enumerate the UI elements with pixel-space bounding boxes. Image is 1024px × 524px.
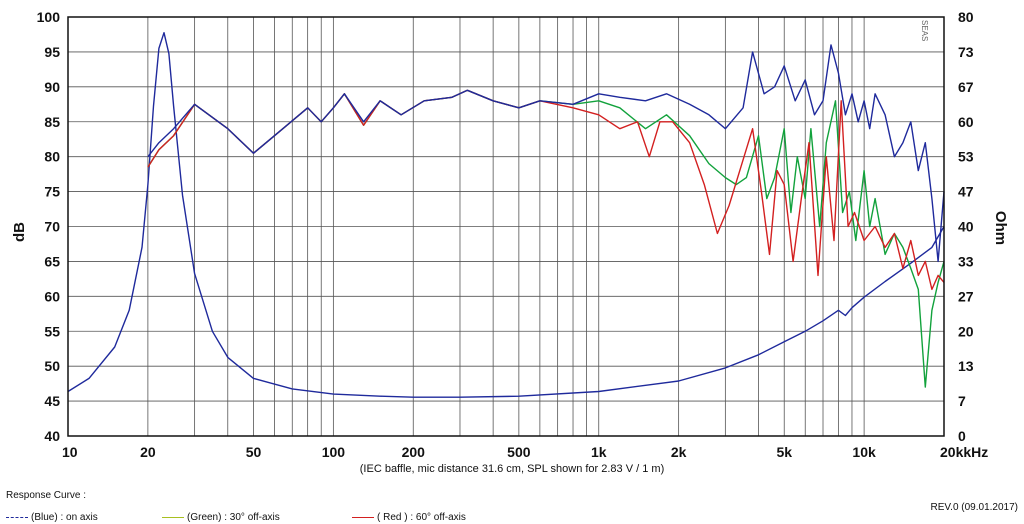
y-right-tick-label: 7 [958,393,966,409]
x-tick-label: 10k [852,444,876,460]
y-right-tick-label: 73 [958,44,974,60]
y-right-tick-label: 33 [958,253,974,269]
corner-logo: SEAS [920,20,929,41]
y-right-tick-label: 67 [958,79,974,95]
legend-label-red: ( Red ) : 60° off-axis [377,512,466,523]
y-right-tick-label: 0 [958,428,966,444]
x-tick-label: 20kkHz [940,444,988,460]
y-right-tick-label: 53 [958,149,974,165]
x-tick-label: 10 [62,444,78,460]
y-axis-left-label: dB [11,222,28,242]
frequency-response-chart: 10 20 50 100 200 500 1k 2k 5k 10k 20kkHz4045505560… [11,9,1009,475]
legend-label-green: (Green) : 30° off-axis [187,512,280,523]
y-right-tick-label: 27 [958,288,974,304]
measurement-note: (IEC baffle, mic distance 31.6 cm, SPL s… [360,463,664,475]
series-line-impedance [67,32,945,398]
grid [68,17,944,436]
legend-item-green: (Green) : 30° off-axis [162,512,280,523]
x-tick-label: 50 [246,444,262,460]
series-line-on-axis [147,44,945,263]
x-tick-label: 20 [140,444,156,460]
x-tick-label: 500 [507,444,531,460]
series-line-30deg [147,89,945,388]
series-layer [67,32,945,398]
legend-footer: Response Curve : REV.0 (09.01.2017) (Blu… [0,484,1024,524]
plot-frame [67,16,945,437]
y-left-tick-label: 90 [44,79,60,95]
y-right-tick-label: 20 [958,323,974,339]
y-left-tick-label: 85 [44,114,60,130]
x-tick-label: 1k [591,444,607,460]
y-left-tick-label: 45 [44,393,60,409]
y-left-tick-label: 60 [44,288,60,304]
legend-swatch-green [162,517,184,518]
x-tick-label: 2k [671,444,687,460]
y-left-tick-label: 55 [44,323,60,339]
x-tick-label: 100 [322,444,346,460]
y-left-tick-label: 70 [44,219,60,235]
y-left-tick-label: 100 [37,9,61,25]
y-left-tick-label: 75 [44,184,60,200]
y-right-tick-label: 40 [958,219,974,235]
y-left-tick-label: 65 [44,253,60,269]
legend-label-blue: (Blue) : on axis [31,512,98,523]
y-left-tick-label: 80 [44,149,60,165]
y-right-tick-label: 13 [958,358,974,374]
x-tick-label: 5k [776,444,792,460]
svg-text:SEAS: SEAS [920,20,929,41]
series-line-60deg [147,89,945,291]
tick-labels: 10 20 50 100 200 500 1k 2k 5k 10k 20kkHz4045505560… [37,9,989,460]
y-right-tick-label: 47 [958,184,974,200]
legend-swatch-blue [6,517,28,518]
legend-item-red: ( Red ) : 60° off-axis [352,512,466,523]
x-tick-label: 200 [402,444,426,460]
y-axis-right-label: Ohm [992,211,1009,245]
legend-title: Response Curve : [6,490,87,501]
legend-item-blue: (Blue) : on axis [6,512,98,523]
revision-label: REV.0 (09.01.2017) [930,502,1018,513]
y-right-tick-label: 60 [958,114,974,130]
legend-swatch-red [352,517,374,518]
y-left-tick-label: 50 [44,358,60,374]
y-left-tick-label: 40 [44,428,60,444]
y-left-tick-label: 95 [44,44,60,60]
y-right-tick-label: 80 [958,9,974,25]
